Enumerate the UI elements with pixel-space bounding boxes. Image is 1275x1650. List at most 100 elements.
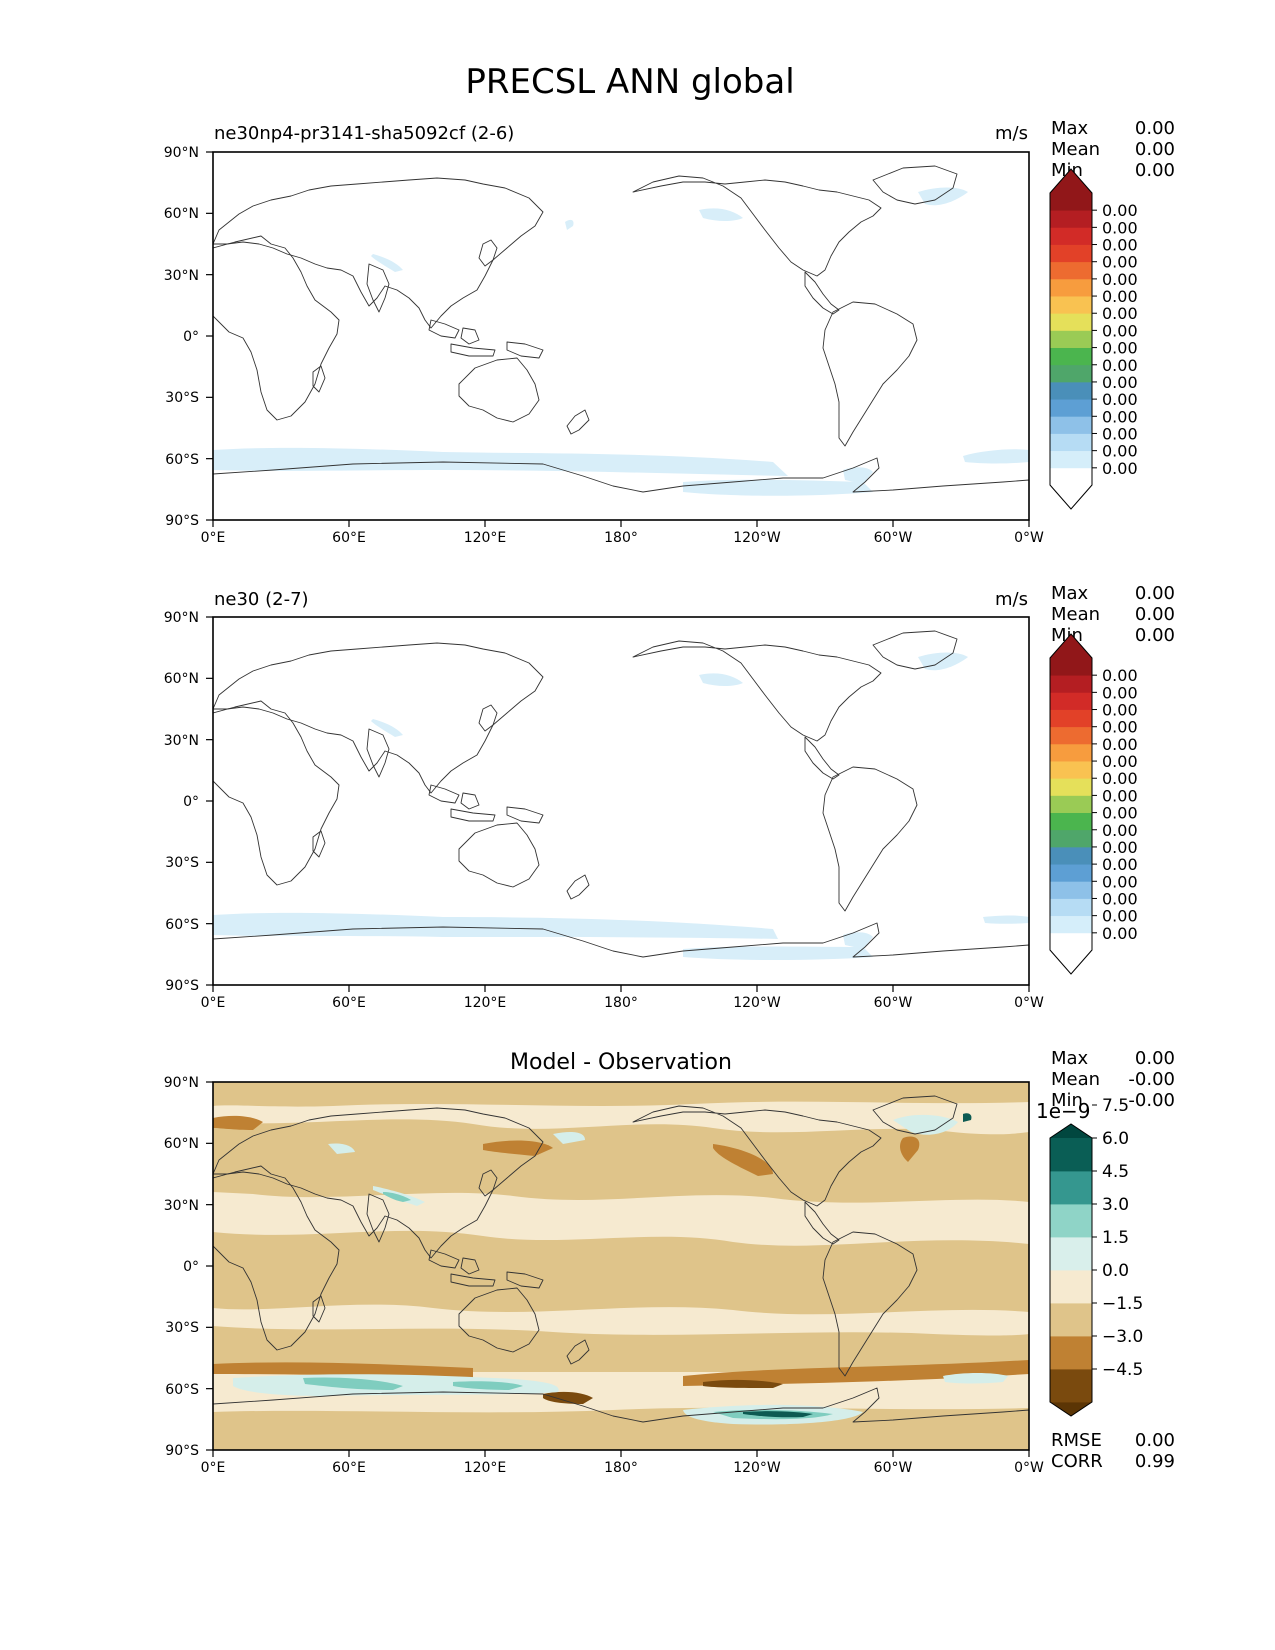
colorbar-tick-label: 0.00 — [1102, 718, 1138, 737]
stat-value: 0.00 — [1135, 604, 1175, 625]
coastlines — [213, 630, 1029, 985]
colorbar-tick-label: 0.00 — [1102, 701, 1138, 720]
colorbar-segment — [1050, 795, 1092, 813]
coastline — [566, 1339, 590, 1365]
coastline — [213, 235, 340, 421]
lon-tick-label: 0°E — [201, 530, 226, 546]
coastline — [366, 728, 390, 778]
coastline — [804, 736, 840, 780]
colorbar-tick-label: 0.00 — [1102, 253, 1138, 272]
coastline — [872, 165, 958, 205]
colorbar-segment — [1050, 829, 1092, 848]
colorbar-tick-label: 7.5 — [1102, 1096, 1129, 1116]
coastline — [458, 1287, 540, 1353]
lon-tick-label: 0°W — [1014, 1460, 1044, 1476]
stats-box: Max 0.00 Mean -0.00 Min -0.00 — [1051, 1048, 1175, 1111]
colorbar-segment — [1050, 1303, 1092, 1337]
longitude-axis: 0°E 60°E 120°E 180° 120°W 60°W 0°W — [201, 530, 1044, 546]
colorbar-tick-label: 0.00 — [1102, 889, 1138, 908]
axis-ticks — [206, 616, 1030, 992]
lat-tick-label: 90°S — [165, 513, 199, 529]
coastlines — [213, 1095, 1029, 1450]
colorbar-tick-label: 0.00 — [1102, 752, 1138, 771]
colorbar-tick-label: 0.00 — [1102, 459, 1138, 478]
panel-center-title: Model - Observation — [510, 1050, 732, 1075]
axis-ticks — [206, 1081, 1030, 1457]
colorbar-segment — [1050, 812, 1092, 831]
colorbar-tick-label: 0.00 — [1102, 666, 1138, 685]
colorbar-extend-bottom — [1050, 950, 1092, 974]
coastline — [478, 239, 498, 267]
map-plot: 90°N 60°N 30°N 0° 30°S 60°S 90°S 0°E 60°… — [164, 145, 1044, 546]
lon-tick-label: 60°E — [332, 530, 366, 546]
stat-value: 0.00 — [1135, 583, 1175, 604]
colorbar-segment — [1050, 1204, 1092, 1238]
colorbar-tick-label: 0.00 — [1102, 442, 1138, 461]
colorbar-tick-label: 6.0 — [1102, 1129, 1129, 1149]
colorbar-segment — [1050, 846, 1092, 865]
colorbar-tick-label: −3.0 — [1102, 1327, 1143, 1347]
lon-tick-label: 60°W — [874, 995, 913, 1011]
colorbar-tick-label: 0.00 — [1102, 236, 1138, 255]
colorbar-segment — [1050, 278, 1092, 297]
coastline — [872, 1095, 958, 1135]
lon-tick-label: 120°W — [733, 1460, 781, 1476]
latitude-axis: 90°N 60°N 30°N 0° 30°S 60°S 90°S — [164, 145, 199, 529]
stat-label: Mean — [1051, 1069, 1100, 1090]
coastline — [632, 1105, 882, 1207]
lon-tick-label: 120°E — [464, 530, 507, 546]
colorbar-segment — [1050, 1138, 1092, 1172]
colorbar-tick-label: −4.5 — [1102, 1360, 1143, 1380]
coastline — [506, 1271, 544, 1289]
colorbar: −4.5 −3.0 −1.5 0.0 1.5 3.0 4.5 6.0 7.5 — [1049, 1096, 1143, 1417]
lat-tick-label: 60°N — [164, 1136, 199, 1152]
colorbar-tick-label: 0.00 — [1102, 373, 1138, 392]
lon-tick-label: 120°E — [464, 995, 507, 1011]
coastline — [213, 642, 544, 794]
stat-label: Mean — [1051, 604, 1100, 625]
colorbar-tick-label: 0.00 — [1102, 855, 1138, 874]
colorbar-segment — [1050, 778, 1092, 796]
coastline — [213, 457, 1029, 520]
lat-tick-label: 90°N — [164, 145, 199, 161]
stat-label: Max — [1051, 583, 1089, 604]
lat-tick-label: 0° — [183, 794, 199, 810]
colorbar-segment — [1050, 1270, 1092, 1304]
coastline — [213, 700, 340, 886]
latitude-axis: 90°N 60°N 30°N 0° 30°S 60°S 90°S — [164, 1075, 199, 1459]
lat-tick-label: 60°S — [165, 917, 199, 933]
lon-tick-label: 60°W — [874, 530, 913, 546]
panel-reference: ne30 (2-7) m/s 90°N 60°N 3 — [164, 583, 1175, 1011]
colorbar-segment — [1050, 1336, 1092, 1370]
colorbar-segment — [1050, 296, 1092, 314]
coastline — [478, 704, 498, 732]
colorbar-segment — [1050, 364, 1092, 383]
colorbar-segment — [1050, 743, 1092, 762]
colorbar-segment — [1050, 399, 1092, 417]
colorbar-segment — [1050, 210, 1092, 228]
stats-box: Max 0.00 Mean 0.00 Min 0.00 — [1051, 583, 1175, 646]
lat-tick-label: 30°S — [165, 390, 199, 406]
coastline — [312, 365, 326, 393]
lat-tick-label: 30°N — [164, 733, 199, 749]
longitude-axis: 0°E 60°E 120°E 180° 120°W 60°W 0°W — [201, 995, 1044, 1011]
lat-tick-label: 0° — [183, 1259, 199, 1275]
lon-tick-label: 120°W — [733, 530, 781, 546]
colorbar-tick-label: 0.00 — [1102, 407, 1138, 426]
colorbar-tick-label: 0.00 — [1102, 769, 1138, 788]
lat-tick-label: 90°N — [164, 1075, 199, 1091]
colorbar-segment — [1050, 1237, 1092, 1271]
lat-tick-label: 30°S — [165, 855, 199, 871]
coastline — [632, 640, 882, 742]
colorbar-extend-bottom — [1050, 485, 1092, 509]
colorbar-segment — [1050, 381, 1092, 400]
lon-tick-label: 120°W — [733, 995, 781, 1011]
lon-tick-label: 180° — [604, 995, 638, 1011]
colorbar-extend-top — [1050, 169, 1092, 193]
colorbar-segment — [1050, 1369, 1092, 1403]
figure-title: PRECSL ANN global — [465, 62, 794, 102]
lon-tick-label: 0°E — [201, 1460, 226, 1476]
coastline — [312, 1295, 326, 1323]
panel-units: m/s — [995, 123, 1028, 144]
colorbar-segment — [1050, 915, 1092, 934]
